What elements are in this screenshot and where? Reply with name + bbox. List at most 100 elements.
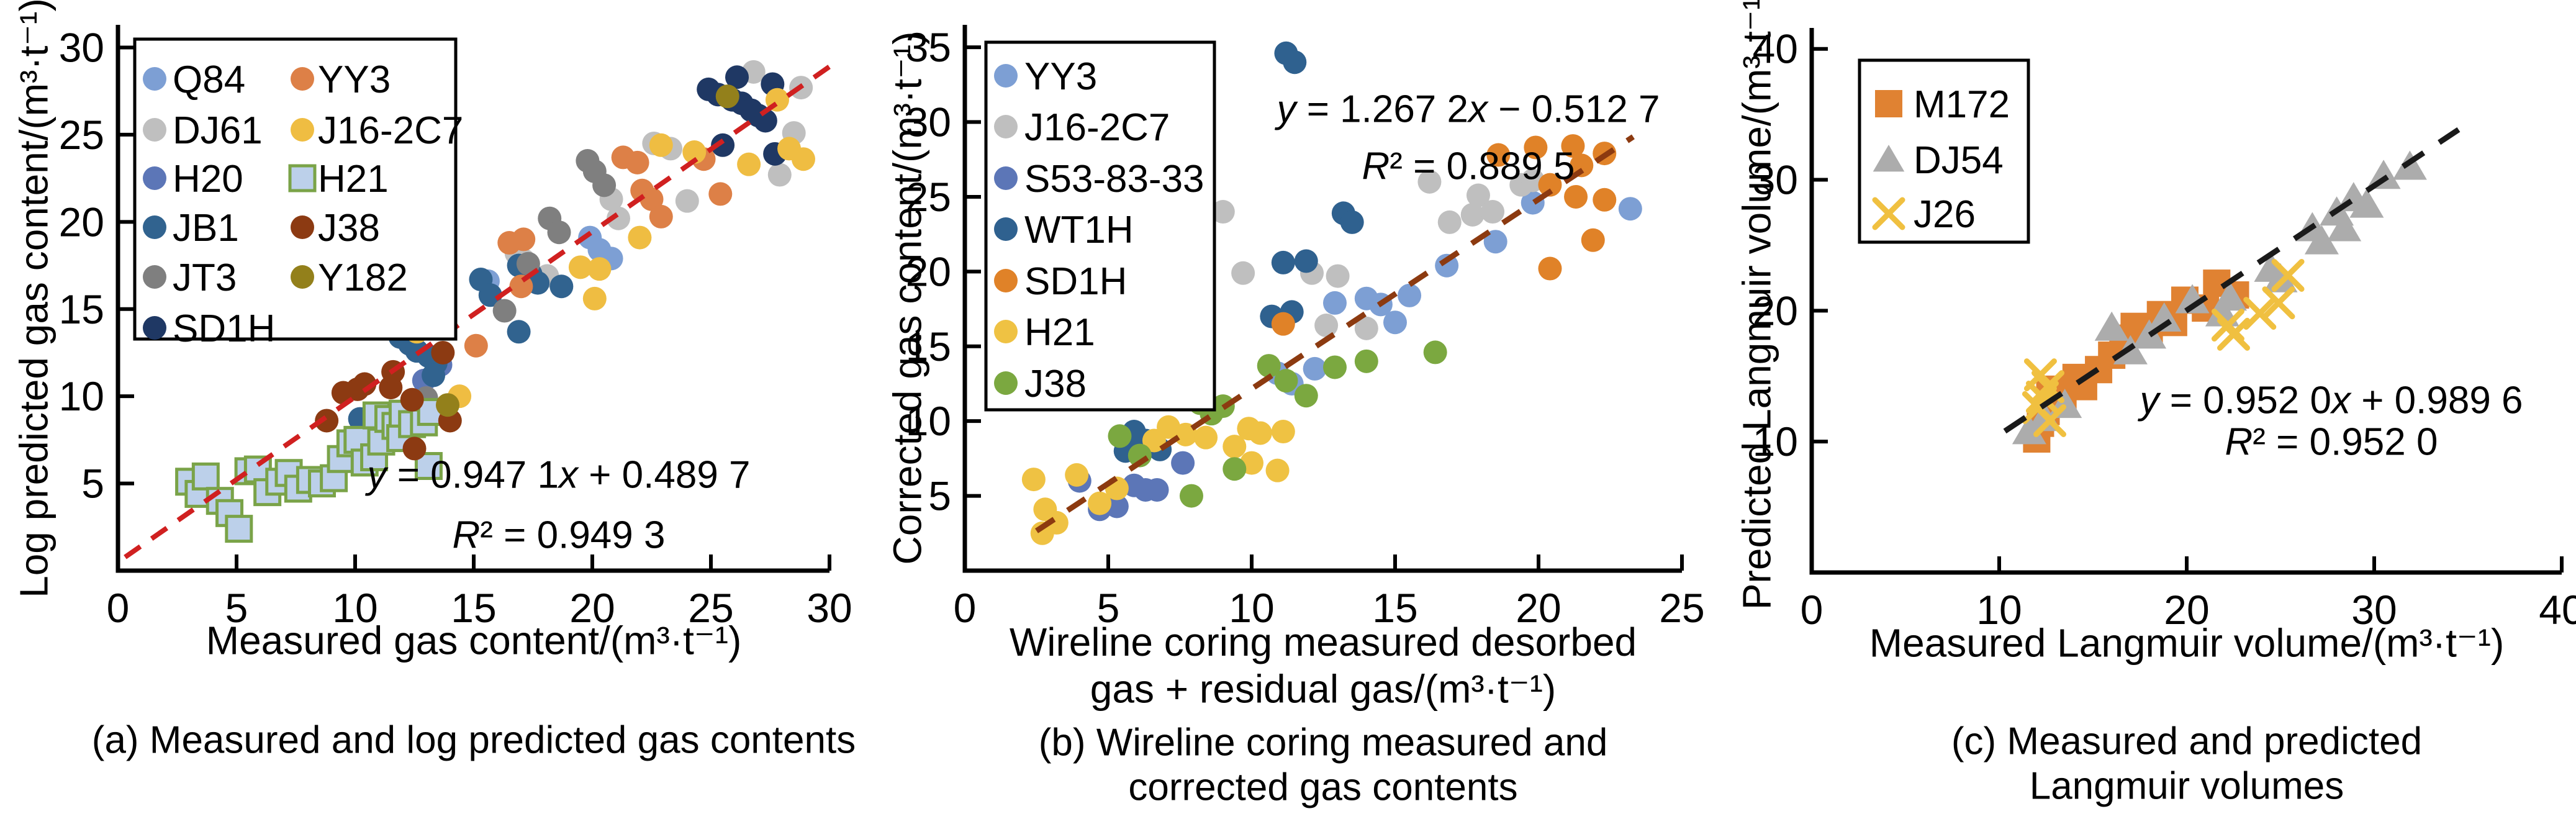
x-tick-label: 25: [688, 585, 733, 631]
trend-line-b: [1035, 134, 1635, 533]
legend-item-label: M172: [1914, 83, 2010, 126]
x-axis-label-a: Measured gas content/(m³·t⁻¹): [206, 618, 742, 663]
y-axis-label-c: Predicted Langmuir volume/(m³·t⁻¹): [1734, 0, 1779, 610]
x-tick-label: 5: [225, 585, 248, 631]
caption-c-line1: (c) Measured and predicted: [1951, 720, 2423, 763]
caption-b-line1: (b) Wireline coring measured and: [1038, 721, 1608, 764]
legend-item-label: WT1H: [1024, 209, 1134, 251]
legend-item-label: SD1H: [173, 307, 275, 350]
y-tick-label: 20: [59, 199, 104, 245]
legend-item-label: DJ61: [173, 109, 263, 152]
caption-b-line2: corrected gas contents: [1128, 766, 1518, 809]
trend-line-a: [124, 65, 831, 559]
legend-item-YY3: YY3: [994, 55, 1097, 98]
y-tick-label: 5: [928, 473, 951, 519]
x-tick-label: 0: [1801, 587, 1824, 633]
chart-c: 0 10 20 30 40 10 20 30 40 M172 DJ54 J26: [1753, 26, 2576, 633]
legend-item-label: J38: [318, 207, 380, 250]
chart-a: 0 5 10 15 20 25 30 5 10 15 20 25 30 Q84 DJ61 H20 JB1 JT3 S…: [59, 25, 852, 631]
legend-item-M172: M172: [1875, 83, 2010, 126]
legend-item-H21: H21: [288, 158, 389, 201]
legend-item-label: J26: [1914, 193, 1976, 236]
x-axis-label-c: Measured Langmuir volume/(m³·t⁻¹): [1869, 620, 2505, 666]
ticks-b: 0 5 10 15 20 25 5 10 15 20 25 30 35: [906, 24, 1705, 631]
ticks-a: 0 5 10 15 20 25 30 5 10 15 20 25 30: [59, 25, 852, 631]
x-tick-label: 15: [1372, 585, 1417, 631]
legend-item-label: J16-2C7: [318, 109, 463, 152]
legend-item-H20: H20: [143, 158, 243, 201]
x-tick-label: 10: [1229, 585, 1274, 631]
legend-item-Y182: Y182: [291, 256, 408, 299]
x-tick-label: 10: [332, 585, 377, 631]
legend-item-WT1H: WT1H: [994, 209, 1134, 251]
legend-item-label: JT3: [173, 256, 237, 299]
caption-a: (a) Measured and log predicted gas conte…: [91, 718, 856, 762]
legend-c: M172 DJ54 J26: [1858, 58, 2030, 244]
series-SD1H: [1271, 134, 1617, 336]
equation-b-line2: R² = 0.889 5: [1362, 145, 1575, 188]
legend-item-label: Y182: [318, 256, 408, 299]
series-DJ54: [2012, 150, 2427, 445]
y-tick-label: 15: [59, 286, 104, 332]
axes-b: [962, 25, 1682, 573]
legend-item-H21: H21: [994, 311, 1095, 354]
x-tick-label: 20: [2164, 587, 2209, 633]
x-tick-label: 20: [569, 585, 615, 631]
legend-item-J26: J26: [1872, 193, 1976, 236]
legend-item-SD1H: SD1H: [143, 307, 275, 350]
x-axis-label-b-line2: gas + residual gas/(m³·t⁻¹): [1090, 666, 1557, 712]
legend-item-DJ61: DJ61: [143, 109, 263, 152]
x-axis-label-b-line1: Wireline coring measured desorbed: [1009, 620, 1637, 664]
series-J16-2C7: [1211, 168, 1545, 340]
y-tick-label: 10: [1753, 419, 1798, 464]
equation-a-line2: R² = 0.949 3: [452, 514, 666, 557]
equation-c-line2: R² = 0.952 0: [2225, 420, 2438, 464]
caption-c-line2: Langmuir volumes: [2029, 764, 2344, 808]
series-Y182: [435, 84, 739, 417]
y-tick-label: 30: [1753, 157, 1798, 203]
legend-item-JT3: JT3: [143, 256, 237, 299]
x-tick-label: 20: [1516, 585, 1561, 631]
y-tick-label: 30: [906, 99, 951, 145]
x-tick-label: 15: [451, 585, 496, 631]
y-tick-label: 30: [59, 25, 104, 71]
x-tick-label: 30: [2351, 587, 2397, 633]
legend-item-label: H21: [318, 158, 389, 201]
legend-item-SD1H: SD1H: [994, 260, 1127, 303]
legend-item-S53-83-33: S53-83-33: [994, 158, 1204, 201]
y-tick-label: 25: [906, 174, 951, 220]
legend-item-label: JB1: [173, 207, 239, 250]
legend-item-J38: J38: [994, 363, 1087, 405]
y-tick-label: 10: [906, 398, 951, 444]
x-tick-label: 0: [107, 585, 130, 631]
series-H21: [175, 397, 445, 543]
y-tick-label: 40: [1753, 26, 1798, 72]
x-tick-label: 30: [807, 585, 852, 631]
legend-item-label: J38: [1024, 363, 1087, 405]
legend-item-YY3: YY3: [291, 58, 391, 101]
equation-b-line1: y = 1.267 2x − 0.512 7: [1277, 88, 1660, 131]
chart-b: 0 5 10 15 20 25 5 10 15 20 25 30 35 YY3 J16-2C7 S53-83-…: [906, 24, 1705, 631]
legend-item-label: YY3: [1024, 55, 1097, 98]
y-tick-label: 5: [81, 461, 104, 507]
y-tick-label: 20: [1753, 287, 1798, 333]
y-tick-label: 15: [906, 324, 951, 369]
legend-item-label: DJ54: [1914, 139, 2004, 182]
legend-item-label: Q84: [173, 58, 245, 101]
legend-b: YY3 J16-2C7 S53-83-33 WT1H SD1H H21 J38: [984, 40, 1216, 412]
ticks-c: 0 10 20 30 40 10 20 30 40: [1753, 26, 2576, 633]
x-tick-label: 40: [2539, 587, 2576, 633]
legend-item-J38: J38: [291, 207, 380, 250]
equation-a-line1: y = 0.947 1x + 0.489 7: [367, 453, 751, 497]
y-tick-label: 10: [59, 373, 104, 419]
series-J26: [2022, 258, 2305, 437]
y-tick-label: 35: [906, 24, 951, 70]
series-H21: [1021, 415, 1295, 545]
legend-item-label: H20: [173, 158, 243, 201]
x-tick-label: 10: [1976, 587, 2022, 633]
legend-item-J16-2C7: J16-2C7: [994, 106, 1170, 149]
legend-item-label: YY3: [318, 58, 391, 101]
equation-c-line1: y = 0.952 0x + 0.989 6: [2140, 379, 2523, 422]
